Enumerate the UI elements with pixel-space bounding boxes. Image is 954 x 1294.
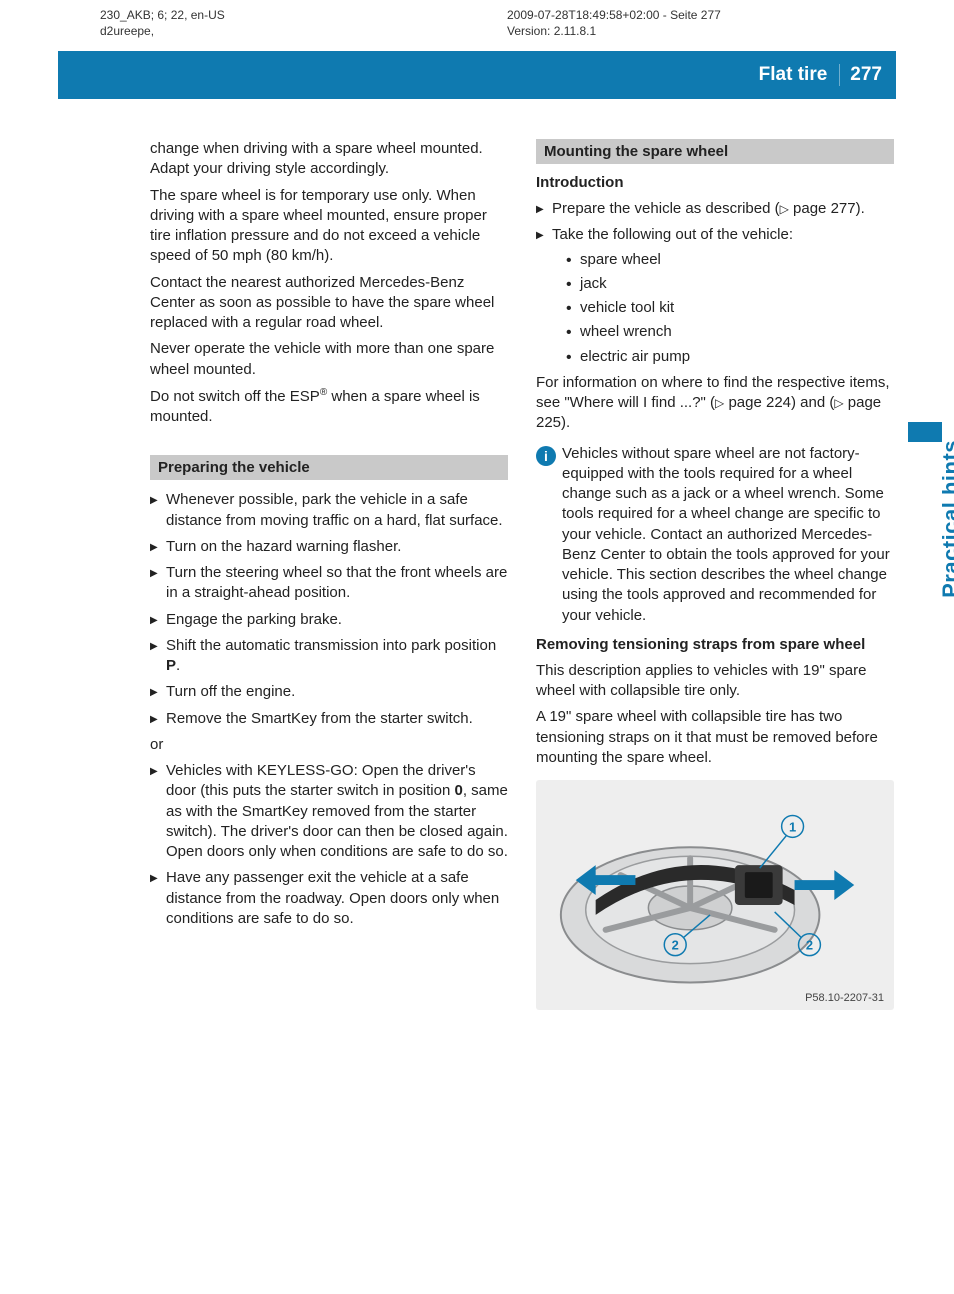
takeout-item: spare wheel — [566, 250, 894, 270]
banner-title: Flat tire — [759, 64, 828, 86]
takeout-item: vehicle tool kit — [566, 298, 894, 318]
svg-text:1: 1 — [789, 820, 796, 835]
meta-right-line1: 2009-07-28T18:49:58+02:00 - Seite 277 — [507, 8, 954, 24]
shift-post: . — [176, 657, 180, 674]
meta-right-line2: Version: 2.11.8.1 — [507, 24, 954, 40]
keyless-pre: Vehicles with KEYLESS-GO: Open the drive… — [166, 762, 476, 799]
figure-caption: P58.10-2207-31 — [805, 992, 884, 1004]
keyless-bold: 0 — [454, 782, 462, 799]
intro-para-esp: Do not switch off the ESP® when a spare … — [150, 386, 508, 428]
mount-step-prepare: Prepare the vehicle as described (▷ page… — [536, 199, 894, 219]
meta-left-line2: d2ureepe, — [100, 24, 477, 40]
prep-post: page 277). — [789, 200, 865, 217]
remove-para-1: This description applies to vehicles wit… — [536, 661, 894, 702]
prepare-step: Turn the steering wheel so that the fron… — [150, 563, 508, 604]
shift-pre: Shift the automatic transmission into pa… — [166, 637, 496, 654]
prepare-step: Turn on the hazard warning flasher. — [150, 537, 508, 557]
prepare-step: Engage the parking brake. — [150, 610, 508, 630]
side-tab-label: Practical hints — [938, 440, 954, 598]
intro-para-4: Never operate the vehicle with more than… — [150, 339, 508, 380]
triangle-icon: ▷ — [715, 396, 724, 410]
prep-pre: Prepare the vehicle as described ( — [552, 200, 780, 217]
side-tab-marker — [908, 422, 942, 442]
meta-left: 230_AKB; 6; 22, en-US d2ureepe, — [0, 8, 477, 39]
svg-text:2: 2 — [806, 938, 813, 953]
takeout-item: jack — [566, 274, 894, 294]
info-text: Vehicles without spare wheel are not fac… — [562, 444, 894, 626]
print-meta: 230_AKB; 6; 22, en-US d2ureepe, 2009-07-… — [0, 0, 954, 51]
prepare-step-shift: Shift the automatic transmission into pa… — [150, 636, 508, 677]
right-column: Mounting the spare wheel Introduction Pr… — [536, 139, 894, 1010]
subhead-introduction: Introduction — [536, 174, 894, 191]
triangle-icon: ▷ — [780, 202, 789, 216]
info-icon: i — [536, 446, 556, 466]
banner-page-number: 277 — [839, 64, 882, 86]
prepare-steps-alt: Vehicles with KEYLESS-GO: Open the drive… — [150, 761, 508, 929]
meta-right: 2009-07-28T18:49:58+02:00 - Seite 277 Ve… — [477, 8, 954, 39]
takeout-item: wheel wrench — [566, 322, 894, 342]
prepare-step: Whenever possible, park the vehicle in a… — [150, 490, 508, 531]
prepare-steps: Whenever possible, park the vehicle in a… — [150, 490, 508, 729]
svg-text:2: 2 — [672, 938, 679, 953]
meta-left-line1: 230_AKB; 6; 22, en-US — [100, 8, 477, 24]
prepare-step: Remove the SmartKey from the starter swi… — [150, 709, 508, 729]
takeout-item: electric air pump — [566, 347, 894, 367]
subhead-removing-straps: Removing tensioning straps from spare wh… — [536, 636, 894, 653]
intro-para-1: change when driving with a spare wheel m… — [150, 139, 508, 180]
takeout-text: Take the following out of the vehicle: — [552, 226, 793, 243]
intro-para-3: Contact the nearest authorized Mercedes-… — [150, 273, 508, 334]
shift-bold: P — [166, 657, 176, 674]
section-mounting-spare: Mounting the spare wheel — [536, 139, 894, 164]
esp-pre: Do not switch off the ESP — [150, 388, 320, 405]
figure-spare-wheel-straps: 1 2 2 P58.10-2207-31 — [536, 780, 894, 1010]
takeout-items: spare wheel jack vehicle tool kit wheel … — [566, 250, 894, 367]
page-content: change when driving with a spare wheel m… — [0, 99, 954, 1010]
mount-intro-steps: Prepare the vehicle as described (▷ page… — [536, 199, 894, 367]
find-mid1: page 224) and ( — [724, 394, 834, 411]
prepare-step: Turn off the engine. — [150, 682, 508, 702]
page-banner: Flat tire 277 — [58, 51, 896, 99]
triangle-icon: ▷ — [834, 396, 843, 410]
prepare-step: Have any passenger exit the vehicle at a… — [150, 868, 508, 929]
mount-step-takeout: Take the following out of the vehicle: s… — [536, 225, 894, 367]
intro-para-2: The spare wheel is for temporary use onl… — [150, 186, 508, 267]
left-column: change when driving with a spare wheel m… — [150, 139, 508, 1010]
figure-svg: 1 2 2 — [536, 780, 894, 1010]
find-items-para: For information on where to find the res… — [536, 373, 894, 434]
prepare-step-keyless: Vehicles with KEYLESS-GO: Open the drive… — [150, 761, 508, 862]
remove-para-2: A 19" spare wheel with collapsible tire … — [536, 707, 894, 768]
info-note: i Vehicles without spare wheel are not f… — [536, 444, 894, 626]
section-preparing-vehicle: Preparing the vehicle — [150, 455, 508, 480]
or-separator: or — [150, 735, 508, 755]
